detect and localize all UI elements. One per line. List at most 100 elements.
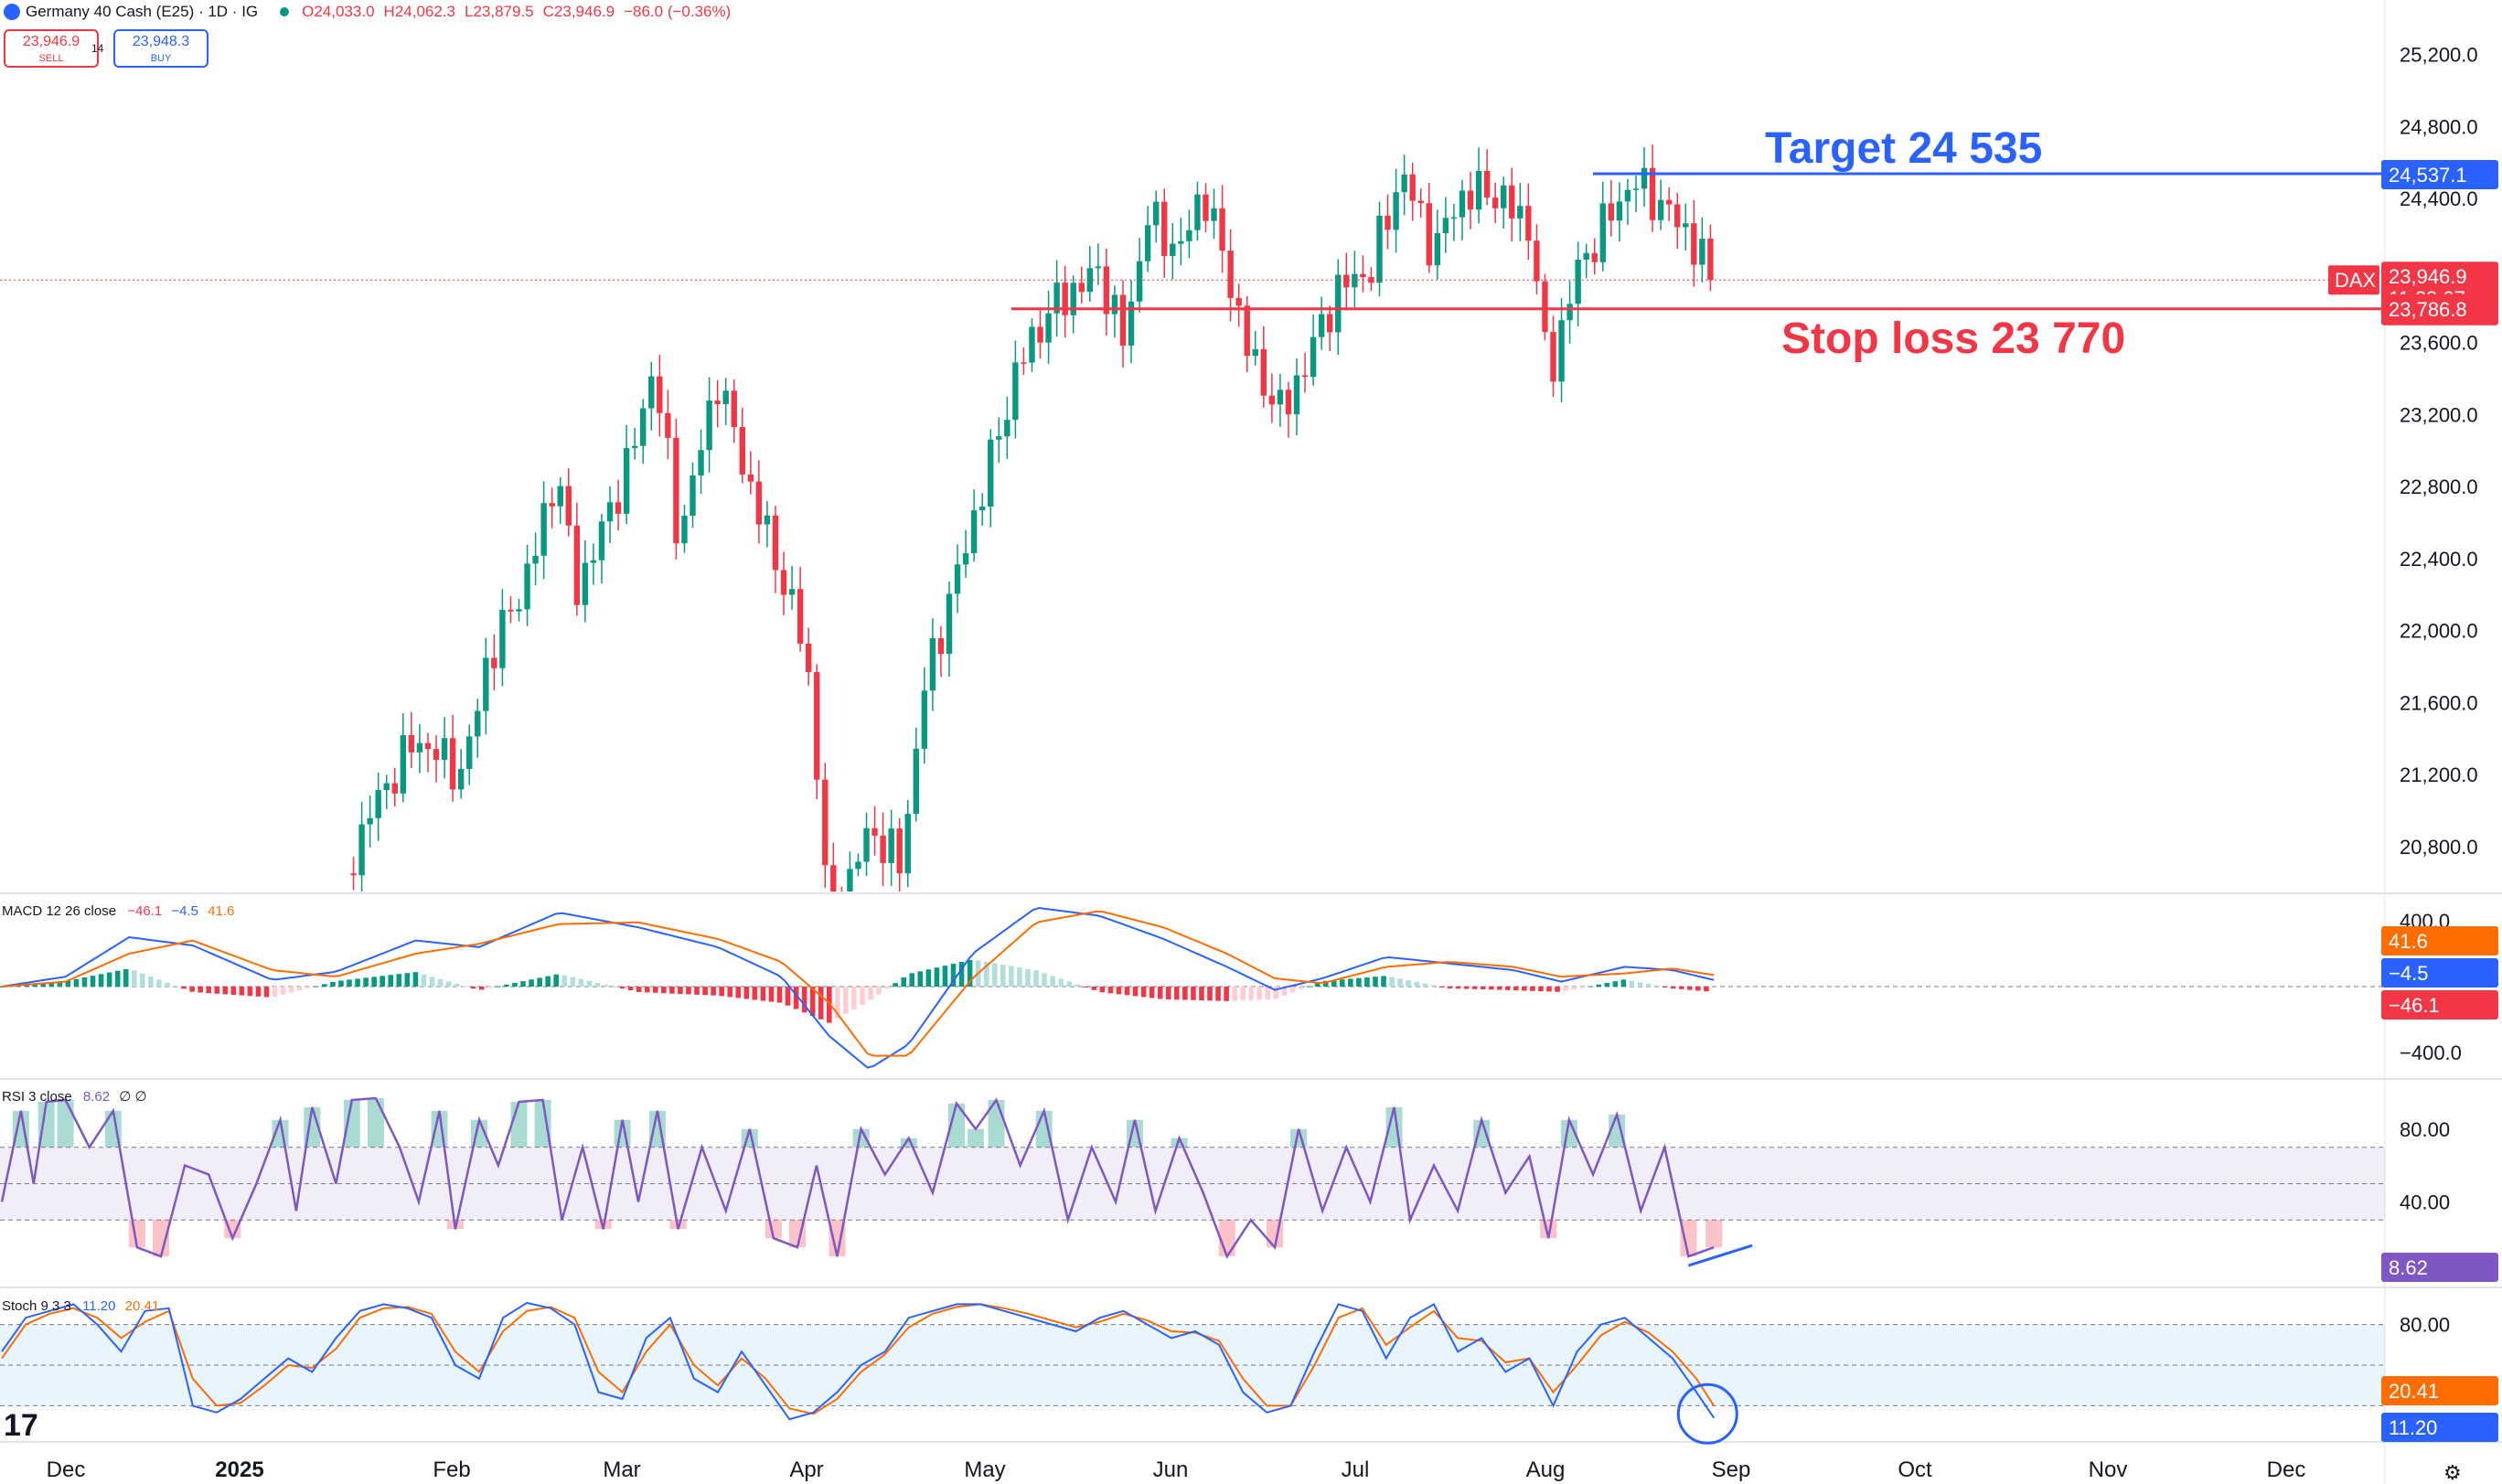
- buy-label: BUY: [150, 53, 172, 64]
- rsi-overbought-fill: [1473, 1119, 1491, 1148]
- price-tick-label: 24,800.0: [2400, 115, 2478, 138]
- candle-body: [1566, 304, 1573, 321]
- buy-button[interactable]: 23,948.3 BUY: [113, 29, 208, 68]
- candle-body: [648, 376, 655, 409]
- candle-body: [1501, 185, 1507, 208]
- rsi-value-badge: [2381, 1253, 2498, 1282]
- macd-hist-bar: [686, 987, 691, 995]
- candle-body: [1599, 203, 1606, 262]
- open-value: O24,033.0: [302, 3, 375, 20]
- macd-hist-bar: [1331, 979, 1337, 987]
- candle-body: [1128, 301, 1135, 346]
- macd-signal-badge-text: 41.6: [2389, 930, 2428, 953]
- candle-body: [954, 564, 961, 594]
- candle-body: [871, 827, 878, 836]
- rsi-value: 8.62: [82, 1089, 111, 1105]
- macd-hist-bar: [901, 977, 907, 987]
- candle-body: [1409, 174, 1416, 201]
- macd-hist-bar: [1132, 987, 1139, 997]
- macd-hist-bar: [1480, 987, 1486, 990]
- candles: [350, 144, 1714, 891]
- macd-hist-bar: [156, 979, 162, 987]
- macd-hist-bar: [1670, 987, 1676, 989]
- macd-hist-bar: [1174, 987, 1180, 1000]
- candle-body: [690, 475, 696, 516]
- macd-hist-bar: [1281, 987, 1288, 996]
- macd-hist-bar: [1522, 987, 1527, 991]
- macd-hist-bar: [884, 987, 890, 989]
- candle-body: [722, 390, 729, 404]
- candle-body: [797, 589, 804, 644]
- rsi-legend[interactable]: RSI 3 close 8.62 ∅ ∅: [2, 1089, 147, 1105]
- stoch-legend[interactable]: Stoch 9 3 3 11.20 20.41: [2, 1298, 159, 1314]
- candle-body: [1178, 240, 1184, 244]
- candle-body: [549, 503, 555, 507]
- macd-hist-bar: [537, 977, 542, 987]
- macd-hist-bar: [1686, 987, 1693, 990]
- rsi-tick-label: 40.00: [2400, 1190, 2450, 1213]
- macd-hist-bar: [1099, 987, 1106, 993]
- macd-legend[interactable]: MACD 12 26 close −46.1 −4.5 41.6: [2, 903, 234, 919]
- candle-body: [681, 515, 688, 544]
- macd-hist-badge: [2381, 990, 2498, 1020]
- candle-body: [1475, 170, 1482, 210]
- macd-hist-bar: [942, 966, 948, 987]
- candle-body: [1095, 266, 1102, 269]
- rsi-oversold-fill: [1705, 1220, 1723, 1248]
- candle-body: [499, 609, 506, 668]
- candle-body: [673, 437, 679, 544]
- candle-body: [391, 783, 398, 794]
- macd-hist-bar: [1414, 981, 1420, 987]
- macd-hist-bar: [611, 986, 617, 988]
- macd-hist-bar: [380, 976, 386, 987]
- candle-body: [1194, 194, 1201, 230]
- price-tick-label: 25,200.0: [2400, 44, 2478, 67]
- macd-hist-bar: [1563, 987, 1568, 991]
- macd-hist-bar: [396, 974, 402, 987]
- candle-body: [896, 828, 903, 874]
- macd-hist-bar: [496, 986, 501, 988]
- candle-body: [731, 390, 737, 428]
- rsi-overbought-fill: [948, 1103, 965, 1148]
- macd-hist-bar: [296, 987, 303, 991]
- candle-body: [1483, 170, 1491, 198]
- high-value: H24,062.3: [383, 3, 455, 20]
- candle-body: [1699, 239, 1705, 265]
- candle-body: [830, 865, 837, 891]
- stoch-d-badge: [2381, 1376, 2498, 1405]
- candle-body: [1029, 326, 1035, 363]
- candle-body: [1037, 326, 1043, 343]
- macd-hist-bar: [1430, 985, 1437, 987]
- candle-body: [615, 502, 622, 514]
- candle-body: [375, 790, 381, 818]
- candle-body: [590, 560, 597, 563]
- candle-body: [1244, 305, 1250, 357]
- macd-hist-bar: [636, 987, 642, 992]
- stoch-k-badge: [2381, 1413, 2498, 1442]
- macd-histogram: [0, 959, 1709, 1023]
- candle-body: [888, 828, 894, 863]
- symbol-title[interactable]: Germany 40 Cash (E25) · 1D · IG: [26, 3, 259, 20]
- candle-body: [739, 427, 745, 475]
- candle-body: [358, 824, 365, 876]
- macd-hist-bar: [809, 987, 816, 1017]
- candle-body: [1078, 283, 1085, 293]
- macd-hist-bar: [644, 987, 650, 993]
- sell-button[interactable]: 23,946.9 SELL: [4, 29, 99, 68]
- target-price-badge: [2381, 160, 2498, 190]
- macd-hist-bar: [917, 971, 924, 987]
- settings-icon: ⚙: [2443, 1461, 2462, 1484]
- macd-hist-bar: [1140, 987, 1147, 998]
- price-tick-label: 23,200.0: [2400, 403, 2478, 426]
- macd-hist-bar: [586, 980, 593, 987]
- macd-hist-bar: [1116, 987, 1122, 995]
- candle-body: [1152, 201, 1160, 226]
- macd-hist-bar: [214, 987, 220, 994]
- macd-hist-bar: [1629, 980, 1635, 987]
- stoch-d-line: [1, 1303, 1716, 1415]
- candle-body: [1467, 190, 1474, 210]
- tradingview-logo[interactable]: 17: [4, 1408, 38, 1443]
- macd-hist-bar: [189, 987, 195, 992]
- macd-hist-bar: [1364, 977, 1370, 987]
